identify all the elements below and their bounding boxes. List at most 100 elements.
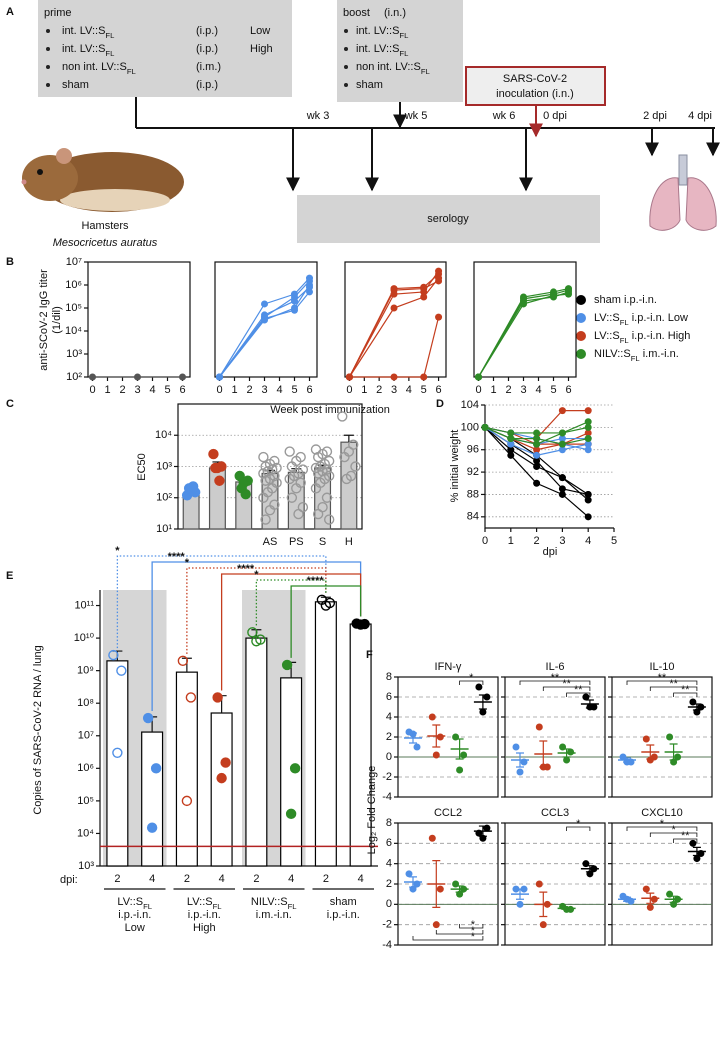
y-tick-label: 104 xyxy=(461,399,479,411)
data-point xyxy=(584,490,592,498)
item-name: sham xyxy=(356,79,383,91)
x-tick-label: 1 xyxy=(490,384,496,396)
item-dose: High xyxy=(250,43,273,55)
y-tick-label: -4 xyxy=(382,791,392,803)
item-dose: Low xyxy=(250,25,270,37)
x-tick-label: 2 xyxy=(505,384,511,396)
series-line xyxy=(348,277,440,378)
chart-title: CCL3 xyxy=(541,807,569,819)
significance-label: ** xyxy=(562,678,571,690)
x-tick-label: 4 xyxy=(149,873,155,885)
data-point xyxy=(533,429,541,437)
text-part: non int. LV::S xyxy=(356,61,421,73)
text-part: sham xyxy=(356,79,383,91)
error-bar xyxy=(409,876,417,888)
significance-label: * xyxy=(115,545,120,557)
data-point xyxy=(320,600,332,611)
error-bar xyxy=(646,892,655,904)
series-line xyxy=(219,286,310,378)
plot-frame xyxy=(397,822,499,946)
data-point xyxy=(146,822,158,833)
x-tick-label: 0 xyxy=(475,384,481,396)
y-tick-label: 84 xyxy=(467,511,479,523)
error-bar xyxy=(455,738,464,760)
hamster-eye xyxy=(37,169,43,175)
data-point xyxy=(312,468,324,479)
bar xyxy=(106,660,129,867)
significance-bracket xyxy=(186,567,327,654)
data-point xyxy=(558,435,566,443)
plot-frame xyxy=(87,261,191,378)
data-point xyxy=(291,483,302,494)
text-part: FL xyxy=(631,354,641,363)
text-part: LV::S xyxy=(594,312,620,324)
text-part: sham xyxy=(62,79,89,91)
data-point xyxy=(341,473,352,485)
data-point xyxy=(666,733,674,741)
data-point xyxy=(261,300,268,308)
y-tick-label: 10¹¹ xyxy=(74,599,94,611)
series-line xyxy=(477,293,569,378)
significance-label: * xyxy=(576,818,581,830)
legend-label: LV::SFL i.p.-i.n. High xyxy=(594,330,690,345)
dpi-label: 4 dpi xyxy=(688,110,712,122)
data-point xyxy=(420,373,428,381)
error-bar xyxy=(432,860,441,908)
significance-bracket xyxy=(649,832,698,837)
error-bar xyxy=(585,865,594,873)
y-tick-label: -2 xyxy=(382,919,392,931)
data-point xyxy=(533,457,541,465)
significance-bracket xyxy=(459,680,484,685)
data-point xyxy=(355,619,366,630)
significance-label: * xyxy=(471,931,476,943)
y-tick-label: 4 xyxy=(386,711,392,723)
bullet xyxy=(344,83,348,87)
x-tick-label: 2 xyxy=(253,873,259,885)
text-part: FL xyxy=(127,67,137,76)
data-point xyxy=(650,895,658,903)
item-route: (i.p.) xyxy=(196,79,218,91)
x-axis-label: dpi xyxy=(543,546,558,558)
y-tick-label: 4 xyxy=(386,858,392,870)
error-bar xyxy=(409,732,417,744)
text-part: non int. LV::S xyxy=(62,61,127,73)
error-bar xyxy=(478,825,487,837)
data-point xyxy=(432,751,440,759)
y-tick-label: 10¹⁰ xyxy=(74,632,95,644)
x-tick-label: 2 xyxy=(534,535,540,547)
group-label: Low xyxy=(125,922,145,934)
lung-right xyxy=(685,177,717,231)
data-point xyxy=(181,795,193,807)
data-point xyxy=(533,451,541,459)
data-point xyxy=(428,713,436,721)
data-point xyxy=(516,900,524,908)
data-point xyxy=(390,373,398,381)
series-line xyxy=(219,291,310,378)
series-line xyxy=(348,270,440,378)
data-point xyxy=(507,451,515,459)
data-point xyxy=(533,440,541,448)
data-point xyxy=(689,839,697,847)
data-point xyxy=(512,743,520,751)
data-point xyxy=(134,373,141,381)
data-point xyxy=(565,290,572,298)
significance-label: * xyxy=(660,818,665,830)
bullet xyxy=(46,83,50,87)
bullet xyxy=(46,47,50,51)
panel-label: B xyxy=(6,256,14,268)
hamster-nose xyxy=(21,179,27,185)
x-tick-label: 6 xyxy=(306,384,312,396)
data-point xyxy=(475,683,483,691)
y-tick-label: 10⁵ xyxy=(77,795,94,807)
text-part: LV::S xyxy=(187,896,213,908)
bullet xyxy=(344,29,348,33)
data-point xyxy=(210,462,221,474)
text-part: FL xyxy=(399,31,409,40)
x-tick-label: 5 xyxy=(550,384,556,396)
y-tick-label: 10² xyxy=(156,492,172,504)
data-point xyxy=(584,513,592,521)
y-tick-label: 10⁴ xyxy=(155,429,172,441)
data-point xyxy=(89,373,96,381)
animal-species: Mesocricetus auratus xyxy=(53,237,158,249)
